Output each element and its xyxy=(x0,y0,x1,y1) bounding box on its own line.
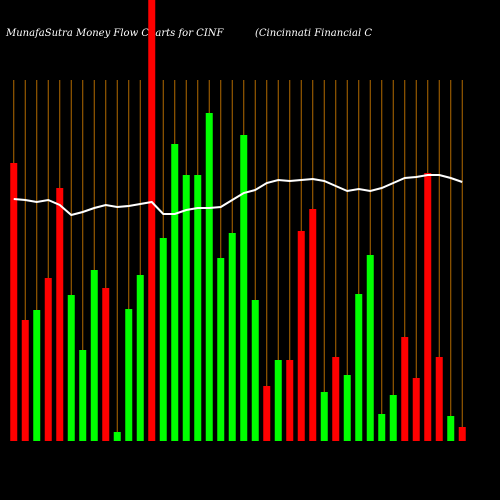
chart-subtitle: (Cincinnati Financial C xyxy=(255,28,372,39)
bar xyxy=(102,288,110,441)
bar xyxy=(136,275,144,441)
bar xyxy=(458,427,466,441)
bar xyxy=(10,163,18,441)
bar xyxy=(148,0,156,441)
bar xyxy=(217,258,225,441)
bar xyxy=(447,416,455,441)
bar xyxy=(79,350,87,441)
bar xyxy=(274,360,282,441)
bar xyxy=(194,175,202,441)
bar xyxy=(125,309,133,441)
bar xyxy=(343,375,351,441)
bar xyxy=(56,188,64,441)
bar xyxy=(424,173,432,441)
bar xyxy=(332,357,340,441)
bar xyxy=(412,378,420,441)
bar xyxy=(171,144,179,441)
bar xyxy=(263,386,271,441)
bar xyxy=(309,209,317,441)
bar xyxy=(251,300,259,441)
bar xyxy=(228,233,236,441)
bar xyxy=(44,278,52,441)
bar xyxy=(67,295,75,441)
bar xyxy=(286,360,294,441)
bar xyxy=(389,395,397,441)
bar xyxy=(240,135,248,441)
bar xyxy=(320,392,328,441)
chart-title: MunafaSutra Money Flow Charts for CINF xyxy=(5,28,225,39)
flow-line xyxy=(13,174,463,217)
bar xyxy=(366,255,374,441)
bar xyxy=(182,175,190,441)
bar xyxy=(21,320,29,441)
bar xyxy=(159,238,167,441)
bar xyxy=(205,113,213,441)
bar xyxy=(33,310,41,441)
bar xyxy=(113,432,121,441)
bar xyxy=(355,294,363,441)
bar xyxy=(401,337,409,441)
bar xyxy=(90,270,98,441)
bar xyxy=(378,414,386,441)
bar xyxy=(435,357,443,441)
bar xyxy=(297,231,305,441)
